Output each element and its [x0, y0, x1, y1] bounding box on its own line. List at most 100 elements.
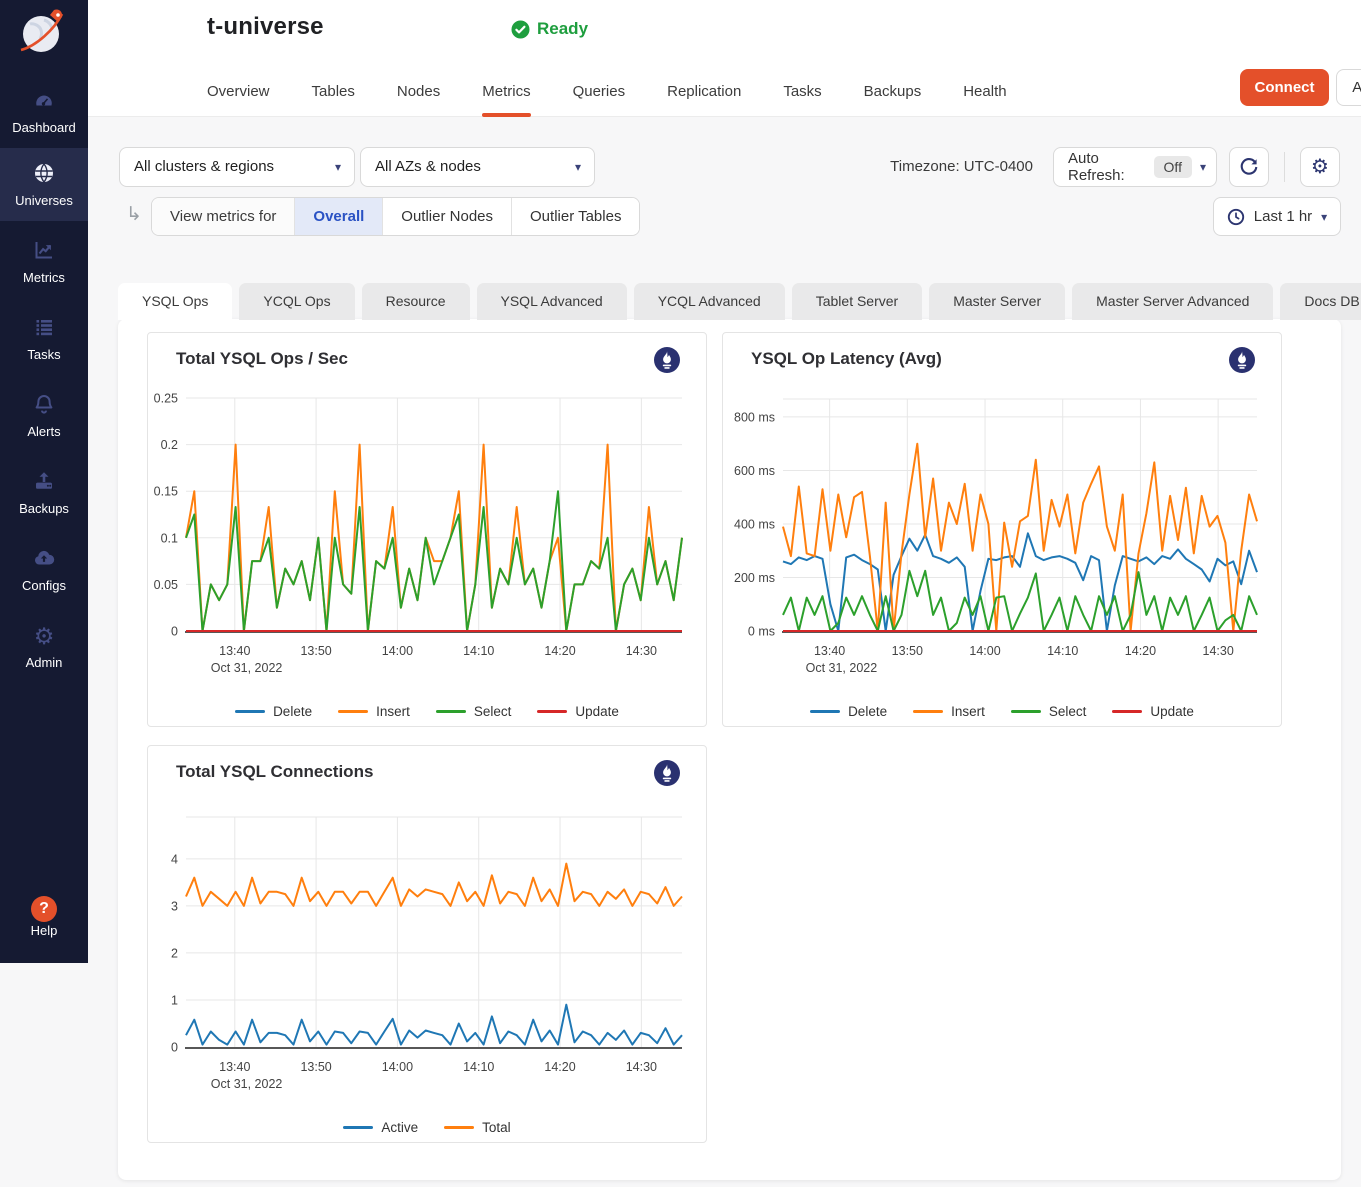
chevron-down-icon: ▾ [1200, 160, 1206, 174]
tasks-icon [0, 315, 88, 345]
subfilter-arrow-icon: ↳ [126, 203, 142, 226]
legend-item-insert[interactable]: Insert [913, 704, 985, 719]
metric-tab-ycql-advanced[interactable]: YCQL Advanced [634, 283, 785, 320]
timezone-label: Timezone: UTC-0400 [860, 147, 1033, 187]
legend-item-delete[interactable]: Delete [810, 704, 887, 719]
svg-text:4: 4 [171, 852, 178, 866]
legend-label: Update [575, 704, 619, 719]
active-tab-underline [783, 113, 821, 117]
auto-refresh-label: Auto Refresh: [1068, 150, 1146, 184]
sidebar: Dashboard Universes Metrics TasksAlerts Back… [0, 0, 88, 963]
view-option-overall[interactable]: Overall [294, 198, 382, 235]
time-range-dropdown[interactable]: Last 1 hr ▾ [1213, 197, 1341, 236]
sidebar-item-configs[interactable]: Configs [0, 533, 88, 606]
svg-text:14:30: 14:30 [1203, 644, 1234, 658]
metric-tab-master-server-advanced[interactable]: Master Server Advanced [1072, 283, 1273, 320]
chart-plot-area[interactable]: 00.050.10.150.20.2513:4013:5014:0014:101… [148, 333, 708, 728]
tab-queries[interactable]: Queries [573, 72, 626, 117]
sidebar-item-backups[interactable]: Backups [0, 456, 88, 529]
chart-plot-area[interactable]: 0123413:4013:5014:0014:1014:2014:30Oct 3… [148, 746, 708, 1144]
clusters-regions-dropdown[interactable]: All clusters & regions ▾ [119, 147, 355, 187]
legend-swatch [338, 710, 368, 714]
legend-item-active[interactable]: Active [343, 1120, 418, 1135]
tab-backups[interactable]: Backups [864, 72, 922, 117]
app-root: DashboardUniversesMetricsTasksAlertsBack… [0, 0, 1361, 1187]
svg-text:13:50: 13:50 [300, 1060, 331, 1074]
chart-legend: Active Total [148, 1120, 706, 1135]
tab-overview[interactable]: Overview [207, 72, 270, 117]
universe-title: t-universe [207, 13, 324, 41]
tab-label: Metrics [482, 83, 530, 100]
tab-replication[interactable]: Replication [667, 72, 741, 117]
tab-metrics[interactable]: Metrics [482, 72, 530, 117]
sidebar-item-dashboard[interactable]: Dashboard [0, 75, 88, 148]
sidebar-item-alerts[interactable]: Alerts [0, 379, 88, 452]
refresh-button[interactable] [1229, 147, 1269, 187]
svg-text:0: 0 [171, 1041, 178, 1055]
admin-icon: ⚙ [0, 623, 88, 653]
svg-text:14:30: 14:30 [626, 644, 657, 658]
app-logo[interactable] [14, 4, 74, 64]
svg-text:0.2: 0.2 [161, 438, 178, 452]
sidebar-item-tasks[interactable]: Tasks [0, 302, 88, 375]
metric-tab-ysql-ops[interactable]: YSQL Ops [118, 283, 232, 320]
legend-item-insert[interactable]: Insert [338, 704, 410, 719]
legend-item-update[interactable]: Update [1112, 704, 1194, 719]
sidebar-item-universes[interactable]: Universes [0, 148, 88, 221]
metrics-icon [0, 238, 88, 268]
sidebar-item-help[interactable]: ? Help [0, 896, 88, 940]
metric-tab-ysql-advanced[interactable]: YSQL Advanced [477, 283, 627, 320]
active-tab-underline [864, 113, 922, 117]
metric-tab-tablet-server[interactable]: Tablet Server [792, 283, 922, 320]
tab-tasks[interactable]: Tasks [783, 72, 821, 117]
connect-button[interactable]: Connect [1240, 69, 1329, 106]
svg-text:14:00: 14:00 [382, 644, 413, 658]
active-tab-underline [963, 113, 1006, 117]
chart-panel-total-ysql-connections[interactable]: Total YSQL Connections0123413:4013:5014:… [147, 745, 707, 1143]
sidebar-item-label: Metrics [0, 270, 88, 285]
auto-refresh-dropdown[interactable]: Auto Refresh: Off ▾ [1053, 147, 1217, 187]
sidebar-item-admin[interactable]: ⚙Admin [0, 610, 88, 683]
svg-text:14:10: 14:10 [463, 644, 494, 658]
metric-tab-docs-db[interactable]: Docs DB [1280, 283, 1361, 320]
legend-item-update[interactable]: Update [537, 704, 619, 719]
active-tab-underline [482, 113, 530, 117]
legend-item-select[interactable]: Select [436, 704, 512, 719]
dashboard-icon [0, 88, 88, 118]
chart-panel-total-ysql-ops[interactable]: Total YSQL Ops / Sec00.050.10.150.20.251… [147, 332, 707, 727]
svg-text:0.1: 0.1 [161, 531, 178, 545]
legend-item-select[interactable]: Select [1011, 704, 1087, 719]
azs-nodes-dropdown[interactable]: All AZs & nodes ▾ [360, 147, 595, 187]
active-tab-underline [667, 113, 741, 117]
chart-panel-ysql-op-latency[interactable]: YSQL Op Latency (Avg)0 ms200 ms400 ms600… [722, 332, 1282, 727]
svg-text:0.05: 0.05 [154, 578, 178, 592]
metric-tab-ycql-ops[interactable]: YCQL Ops [239, 283, 354, 320]
legend-label: Delete [273, 704, 312, 719]
legend-label: Select [1049, 704, 1087, 719]
legend-item-total[interactable]: Total [444, 1120, 511, 1135]
tab-tables[interactable]: Tables [312, 72, 355, 117]
legend-swatch [537, 710, 567, 714]
sidebar-item-label: Backups [0, 501, 88, 516]
chevron-down-icon: ▾ [335, 148, 341, 186]
tab-health[interactable]: Health [963, 72, 1006, 117]
sidebar-item-label: Dashboard [0, 120, 88, 135]
configs-icon [0, 546, 88, 576]
tab-nodes[interactable]: Nodes [397, 72, 440, 117]
actions-label: Actions [1352, 79, 1361, 96]
chevron-down-icon: ▾ [575, 148, 581, 186]
actions-button[interactable]: Actions ▾ [1336, 69, 1361, 106]
chart-plot-area[interactable]: 0 ms200 ms400 ms600 ms800 ms13:4013:5014… [723, 333, 1283, 728]
settings-button[interactable]: ⚙ [1300, 147, 1340, 187]
metric-tab-master-server[interactable]: Master Server [929, 283, 1065, 320]
sidebar-item-metrics[interactable]: Metrics [0, 225, 88, 298]
metric-tab-resource[interactable]: Resource [362, 283, 470, 320]
chart-legend: Delete Insert Select Update [148, 704, 706, 719]
view-option-outlier-tables[interactable]: Outlier Tables [511, 198, 639, 235]
svg-text:0: 0 [171, 625, 178, 639]
svg-text:14:10: 14:10 [463, 1060, 494, 1074]
series-line-delete [783, 533, 1257, 631]
legend-item-delete[interactable]: Delete [235, 704, 312, 719]
legend-swatch [436, 710, 466, 714]
view-option-outlier-nodes[interactable]: Outlier Nodes [382, 198, 511, 235]
